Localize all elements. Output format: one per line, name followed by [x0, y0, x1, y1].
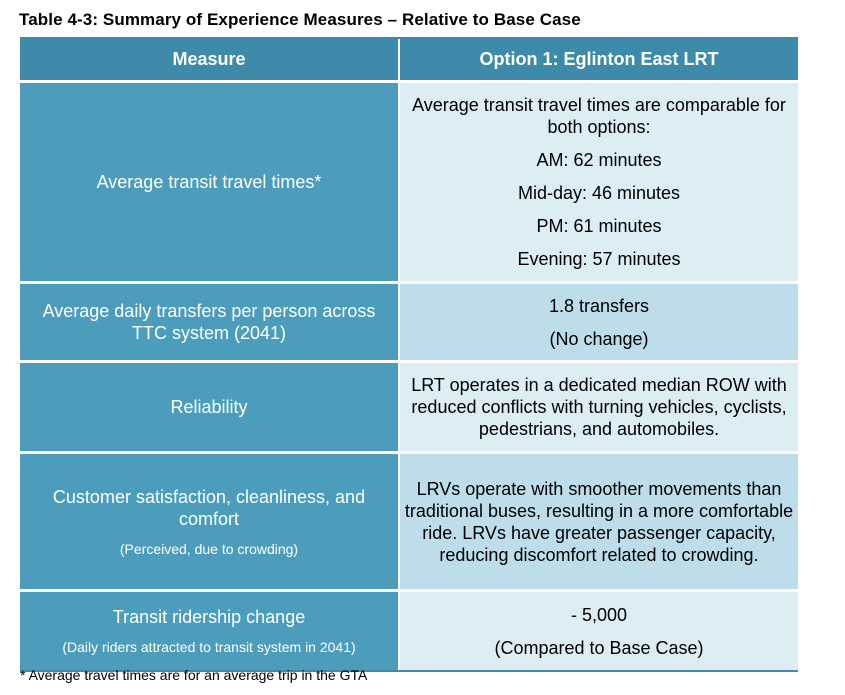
header-measure: Measure	[20, 39, 400, 80]
value-cell: 1.8 transfers (No change)	[400, 284, 798, 360]
measure-label: Average transit travel times*	[96, 172, 322, 192]
table-row: Customer satisfaction, cleanliness, and …	[20, 454, 798, 592]
value-line: LRT operates in a dedicated median ROW w…	[411, 375, 787, 439]
measure-note: (Daily riders attracted to transit syste…	[62, 639, 356, 655]
measure-note: (Perceived, due to crowding)	[119, 540, 299, 557]
table-row: Reliability LRT operates in a dedicated …	[20, 363, 798, 454]
value-line: Average transit travel times are compara…	[412, 95, 786, 137]
measure-label: Average daily transfers per person acros…	[42, 301, 376, 343]
measure-cell: Average transit travel times*	[20, 83, 400, 281]
value-line: Mid-day: 46 minutes	[517, 183, 681, 203]
value-line: - 5,000	[570, 604, 628, 625]
value-cell: Average transit travel times are compara…	[400, 83, 798, 281]
value-line: LRVs operate with smoother movements tha…	[404, 478, 794, 565]
measure-cell: Average daily transfers per person acros…	[20, 284, 400, 360]
table-row: Transit ridership change (Daily riders a…	[20, 592, 798, 672]
measure-label: Transit ridership change	[112, 607, 306, 627]
value-line: Evening: 57 minutes	[517, 249, 681, 269]
value-line: 1.8 transfers	[548, 295, 650, 316]
value-cell: LRVs operate with smoother movements tha…	[400, 454, 798, 589]
table-header-row: Measure Option 1: Eglinton East LRT	[20, 37, 798, 83]
table-title: Table 4-3: Summary of Experience Measure…	[19, 10, 581, 29]
summary-table: Measure Option 1: Eglinton East LRT Aver…	[20, 37, 798, 672]
value-line: (Compared to Base Case)	[494, 637, 704, 658]
measure-cell: Reliability	[20, 363, 400, 451]
value-line: AM: 62 minutes	[536, 150, 662, 170]
value-line: (No change)	[549, 328, 649, 349]
table-row: Average daily transfers per person acros…	[20, 284, 798, 363]
measure-cell: Customer satisfaction, cleanliness, and …	[20, 454, 400, 589]
footnote: * Average travel times are for an averag…	[20, 667, 368, 683]
measure-label: Customer satisfaction, cleanliness, and …	[52, 486, 366, 529]
value-cell: LRT operates in a dedicated median ROW w…	[400, 363, 798, 451]
measure-cell: Transit ridership change (Daily riders a…	[20, 592, 400, 670]
value-line: PM: 61 minutes	[536, 216, 662, 236]
table-row: Average transit travel times* Average tr…	[20, 83, 798, 284]
value-cell: - 5,000 (Compared to Base Case)	[400, 592, 798, 670]
header-option: Option 1: Eglinton East LRT	[400, 39, 798, 80]
measure-label: Reliability	[170, 397, 248, 417]
